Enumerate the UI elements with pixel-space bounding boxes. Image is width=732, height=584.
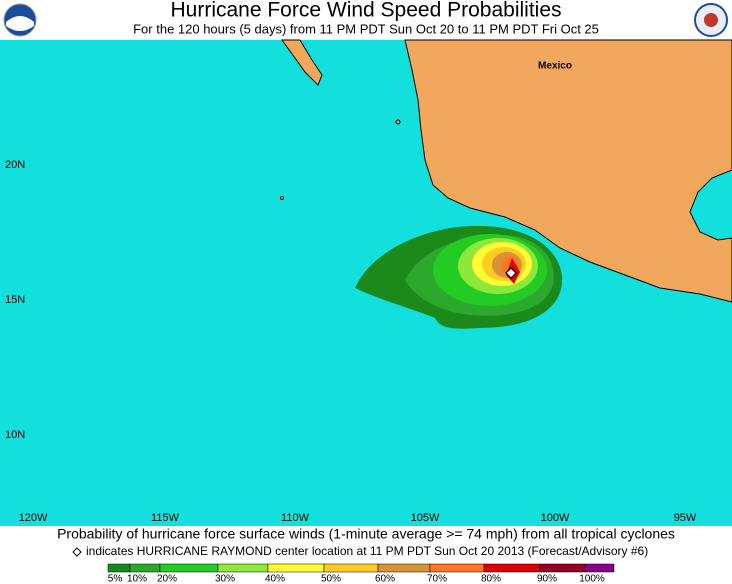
lat-label: 20N xyxy=(5,159,25,171)
legend-label: 20% xyxy=(157,574,177,584)
legend-label: 40% xyxy=(265,574,285,584)
lon-label: 115W xyxy=(151,512,180,524)
legend-swatch xyxy=(267,563,325,573)
lon-label: 100W xyxy=(541,512,570,524)
caption: Probability of hurricane force surface w… xyxy=(57,526,675,542)
storm-center xyxy=(505,267,517,279)
legend-swatch xyxy=(377,563,431,573)
place-label: Mexico xyxy=(538,61,572,72)
legend-label: 100% xyxy=(579,574,605,584)
island xyxy=(280,196,284,200)
title: Hurricane Force Wind Speed Probabilities xyxy=(170,0,561,22)
legend-label: 80% xyxy=(481,574,501,584)
legend-label: 5% xyxy=(108,574,123,584)
legend-label: 50% xyxy=(321,574,341,584)
legend-label: 90% xyxy=(537,574,557,584)
legend-swatch xyxy=(159,563,219,573)
legend-swatch xyxy=(323,563,379,573)
legend-label: 60% xyxy=(375,574,395,584)
island xyxy=(395,119,401,125)
legend: 5% 10% 20% 30% 40% 50% 60% 70% 80% 90% 100% xyxy=(107,563,615,584)
subtitle: For the 120 hours (5 days) from 11 PM PD… xyxy=(133,21,599,36)
note: indicates HURRICANE RAYMOND center locat… xyxy=(86,544,648,558)
legend-label: 10% xyxy=(127,574,147,584)
legend-swatch xyxy=(129,563,161,573)
legend-swatch xyxy=(107,563,131,573)
legend-swatch xyxy=(483,563,541,573)
legend-label: 70% xyxy=(427,574,447,584)
lat-label: 10N xyxy=(5,429,25,441)
noaa-logo-wave xyxy=(6,16,34,31)
lon-label: 95W xyxy=(674,512,697,524)
baja-land xyxy=(281,39,323,86)
center-symbol xyxy=(72,547,82,557)
nws-logo-center xyxy=(704,13,718,27)
lon-label: 120W xyxy=(19,512,48,524)
legend-swatch xyxy=(539,563,586,573)
legend-label: 30% xyxy=(215,574,235,584)
legend-swatch xyxy=(217,563,269,573)
lat-label: 15N xyxy=(5,294,25,306)
legend-swatch xyxy=(429,563,485,573)
lon-label: 110W xyxy=(281,512,310,524)
mexico-land xyxy=(404,39,732,303)
lon-label: 105W xyxy=(411,512,440,524)
legend-swatch xyxy=(584,563,615,573)
